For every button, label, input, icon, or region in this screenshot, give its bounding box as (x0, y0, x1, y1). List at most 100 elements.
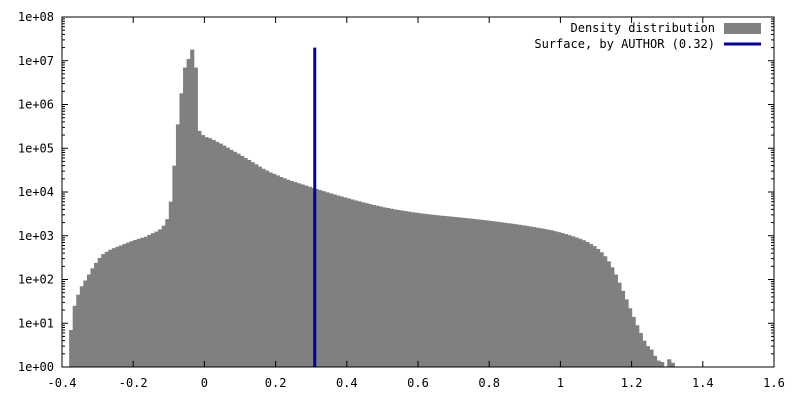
histogram-bar (154, 231, 159, 367)
histogram-bar (638, 332, 643, 367)
histogram-bar (86, 274, 92, 367)
histogram-bar (250, 162, 255, 367)
x-tick-label: 1.2 (621, 376, 643, 390)
histogram-bar (272, 173, 277, 367)
histogram-bar (257, 166, 262, 367)
histogram-bar (275, 175, 280, 367)
histogram-bar (268, 172, 273, 367)
histogram-bar (183, 67, 188, 367)
histogram-bar (620, 290, 626, 367)
histogram-bar (549, 230, 554, 367)
x-tick-label: -0.2 (119, 376, 148, 390)
histogram-bar (186, 58, 191, 367)
histogram-bar (261, 168, 266, 367)
histogram-bar (563, 234, 569, 367)
histogram-bar (393, 209, 398, 367)
histogram-bar (560, 233, 565, 367)
histogram-bar (624, 299, 629, 367)
histogram-bar (343, 197, 348, 367)
histogram-bar (435, 215, 440, 367)
histogram-bar (421, 213, 426, 367)
histogram-bar (264, 170, 270, 367)
histogram-bar (528, 226, 533, 367)
histogram-bar (599, 252, 604, 367)
histogram-bar (289, 181, 294, 367)
histogram-bar (578, 238, 583, 367)
histogram-bar (122, 243, 127, 367)
histogram-bar (556, 232, 561, 367)
histogram-bar (136, 238, 141, 367)
histogram-bar (165, 219, 170, 367)
histogram-bar (503, 222, 508, 367)
histogram-bar (236, 153, 241, 367)
histogram-bar (364, 203, 369, 367)
histogram-bar (293, 182, 298, 367)
histogram-bar (172, 165, 177, 367)
histogram-bar (240, 155, 245, 367)
histogram-bar (336, 195, 341, 367)
histogram-bar (535, 227, 540, 367)
x-tick-label: 0.8 (478, 376, 500, 390)
histogram-bar (467, 218, 472, 367)
histogram-bar (286, 179, 291, 367)
histogram-bar (642, 340, 647, 367)
histogram-bar (371, 204, 376, 367)
histogram-bar (432, 214, 437, 367)
histogram-bar (90, 268, 95, 367)
histogram-bar (375, 205, 380, 367)
histogram-bar (101, 254, 106, 367)
histogram-bar (510, 223, 515, 367)
histogram-bar (407, 211, 412, 367)
y-tick-label: 1e+02 (18, 273, 54, 287)
histogram-bar (628, 308, 633, 367)
axis-ticks: -0.4 -0.2 0 0.2 0.4 0.6 0.8 1 1.2 1.4 1.6 1e+00 1e+0… (18, 10, 785, 390)
histogram-bar (606, 261, 611, 367)
histogram-bar (588, 243, 594, 367)
histogram-bar (79, 286, 84, 367)
histogram-bar (382, 207, 387, 367)
histogram-bar (193, 67, 198, 367)
histogram-bar (126, 242, 131, 367)
histogram-bar (108, 249, 113, 367)
histogram-bar (460, 217, 465, 367)
x-tick-label: -0.4 (48, 376, 77, 390)
histogram-bar (72, 305, 77, 367)
y-tick-label: 1e+07 (18, 54, 54, 68)
histogram-bar (507, 223, 512, 367)
histogram-bar (218, 143, 223, 367)
histogram-bar (161, 225, 166, 367)
histogram-bar (225, 147, 230, 367)
histogram-bar (104, 251, 109, 367)
histogram-bar (617, 282, 622, 367)
histogram-bar (76, 294, 81, 367)
histogram-bar (603, 256, 608, 367)
histogram-bar (635, 325, 640, 367)
histogram-bar (389, 208, 394, 367)
histogram-bar (325, 192, 330, 367)
histogram-bar (296, 183, 302, 367)
x-tick-label: 0.4 (336, 376, 358, 390)
histogram-bar (211, 139, 216, 367)
histogram-bar (418, 213, 423, 367)
histogram-bars (69, 49, 675, 367)
histogram-bar (656, 360, 661, 367)
x-tick-label: 1.4 (692, 376, 714, 390)
histogram-bar (567, 235, 572, 367)
histogram-bar (314, 189, 319, 367)
histogram-bar (229, 149, 234, 367)
legend-label-surface: Surface, by AUTHOR (0.32) (534, 37, 715, 51)
legend: Density distribution Surface, by AUTHOR … (534, 21, 761, 51)
histogram-bar (660, 362, 665, 367)
histogram-bar (151, 233, 156, 367)
histogram-bar (197, 130, 202, 367)
x-tick-label: 0.2 (265, 376, 287, 390)
histogram-bar (318, 190, 323, 367)
histogram-bar (649, 349, 654, 367)
histogram-bar (410, 212, 416, 367)
histogram-bar (514, 224, 519, 367)
histogram-bar (254, 164, 259, 367)
histogram-bar (69, 330, 74, 367)
histogram-bar (574, 237, 579, 367)
y-tick-label: 1e+04 (18, 185, 54, 199)
